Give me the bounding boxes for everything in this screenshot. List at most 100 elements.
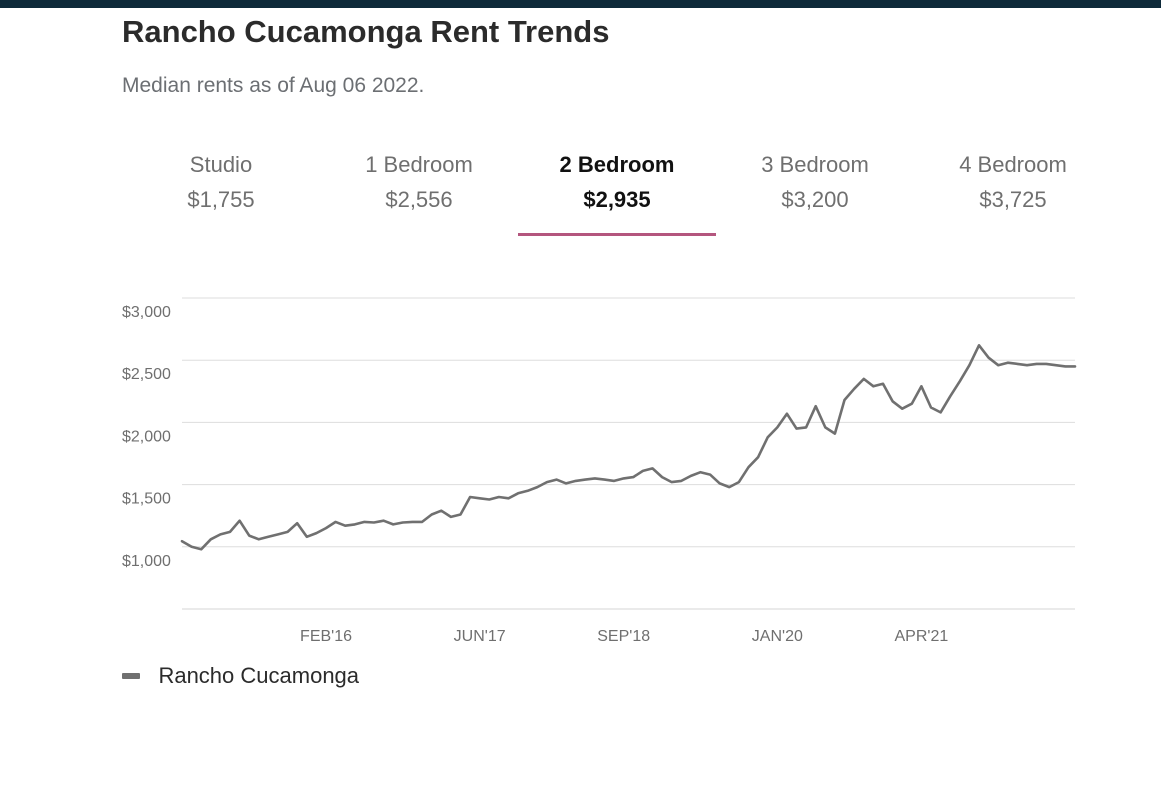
data-point xyxy=(699,471,702,474)
tab-4-bedroom[interactable]: 4 Bedroom $3,725 xyxy=(914,148,1112,238)
data-point xyxy=(901,407,904,410)
tab-label: 4 Bedroom xyxy=(959,152,1067,177)
data-point xyxy=(517,492,519,495)
data-point xyxy=(728,486,731,488)
data-point xyxy=(930,406,932,409)
data-point xyxy=(978,344,980,347)
tab-median-rent: $2,935 xyxy=(583,187,651,212)
data-point xyxy=(315,532,318,535)
data-point xyxy=(622,477,625,480)
data-point xyxy=(766,436,769,439)
data-point xyxy=(613,479,615,482)
data-point xyxy=(738,481,740,484)
x-tick-label: SEP'18 xyxy=(597,628,650,645)
data-point xyxy=(872,385,875,388)
data-point xyxy=(709,473,712,476)
y-tick-label: $3,000 xyxy=(122,304,171,321)
data-point xyxy=(949,395,952,398)
data-point xyxy=(939,411,942,414)
data-point xyxy=(382,519,385,522)
rent-trend-chart: $1,000 $1,500 $2,000 $2,500 $3,000 FEB'16 JUN'… xyxy=(122,297,1077,645)
data-point xyxy=(430,513,433,516)
data-point xyxy=(277,533,279,536)
data-point xyxy=(488,498,491,501)
data-point xyxy=(200,548,203,551)
data-point xyxy=(853,387,856,390)
tab-3-bedroom[interactable]: 3 Bedroom $3,200 xyxy=(716,148,914,238)
data-point xyxy=(190,545,193,548)
data-point xyxy=(603,478,606,481)
data-point xyxy=(257,538,260,541)
tab-label: 2 Bedroom xyxy=(559,152,675,177)
x-tick-label: JUN'17 xyxy=(454,628,506,645)
data-point xyxy=(1054,364,1057,367)
data-point xyxy=(238,519,241,522)
data-point xyxy=(565,482,567,485)
data-point xyxy=(584,478,587,481)
data-point xyxy=(478,497,481,500)
data-point xyxy=(958,380,961,383)
data-point xyxy=(1045,363,1048,365)
data-point xyxy=(536,486,539,488)
data-point xyxy=(670,481,673,484)
data-point xyxy=(718,482,721,485)
data-point xyxy=(229,530,231,533)
data-point xyxy=(449,516,452,518)
legend-label: Rancho Cucamonga xyxy=(158,663,360,688)
data-point xyxy=(219,533,222,536)
data-point xyxy=(680,479,683,482)
data-point xyxy=(497,496,500,498)
data-point xyxy=(690,474,692,477)
data-point xyxy=(286,530,289,533)
data-point xyxy=(209,538,212,541)
data-point xyxy=(891,400,894,403)
data-point xyxy=(1006,361,1009,364)
bedroom-tabs: Studio $1,755 1 Bedroom $2,556 2 Bedroom… xyxy=(122,148,1112,240)
tab-1-bedroom[interactable]: 1 Bedroom $2,556 xyxy=(320,148,518,238)
tab-label: 1 Bedroom xyxy=(365,152,473,177)
data-point xyxy=(334,521,337,523)
data-point xyxy=(824,426,827,429)
legend-swatch xyxy=(122,673,140,679)
data-point xyxy=(882,382,884,385)
tab-median-rent: $2,556 xyxy=(385,187,453,212)
data-point xyxy=(545,481,548,484)
data-point xyxy=(1035,363,1038,365)
series-line xyxy=(180,343,1077,551)
data-point xyxy=(805,426,808,429)
x-tick-label: FEB'16 xyxy=(300,628,352,645)
tab-2-bedroom[interactable]: 2 Bedroom $2,935 xyxy=(518,148,716,238)
data-point xyxy=(632,476,635,479)
x-tick-label: JAN'20 xyxy=(752,628,803,645)
data-point xyxy=(526,489,529,492)
page-title: Rancho Cucamonga Rent Trends xyxy=(122,14,610,49)
data-point xyxy=(987,356,990,359)
data-point xyxy=(651,467,654,470)
data-point xyxy=(1026,364,1028,367)
data-point xyxy=(920,385,923,388)
data-point xyxy=(1064,365,1067,368)
data-point xyxy=(593,477,596,480)
data-point xyxy=(747,466,750,469)
page-subtitle: Median rents as of Aug 06 2022. xyxy=(122,74,425,97)
tab-studio[interactable]: Studio $1,755 xyxy=(122,148,320,238)
data-point xyxy=(1074,365,1076,368)
data-point xyxy=(776,426,779,429)
data-point xyxy=(786,412,788,415)
top-header-bar xyxy=(0,0,1161,8)
data-point xyxy=(344,524,347,527)
data-point xyxy=(814,405,817,408)
data-point xyxy=(574,479,577,482)
data-point xyxy=(373,521,375,524)
data-point xyxy=(968,364,971,367)
x-tick-label: APR'21 xyxy=(894,628,948,645)
data-point xyxy=(795,427,798,430)
y-tick-label: $1,000 xyxy=(122,553,171,570)
data-point xyxy=(267,535,270,538)
data-point xyxy=(997,364,1000,367)
data-point xyxy=(862,377,865,380)
data-point xyxy=(910,402,913,405)
data-point xyxy=(555,478,558,481)
data-point xyxy=(1016,363,1019,365)
chart-legend: Rancho Cucamonga xyxy=(122,663,359,693)
